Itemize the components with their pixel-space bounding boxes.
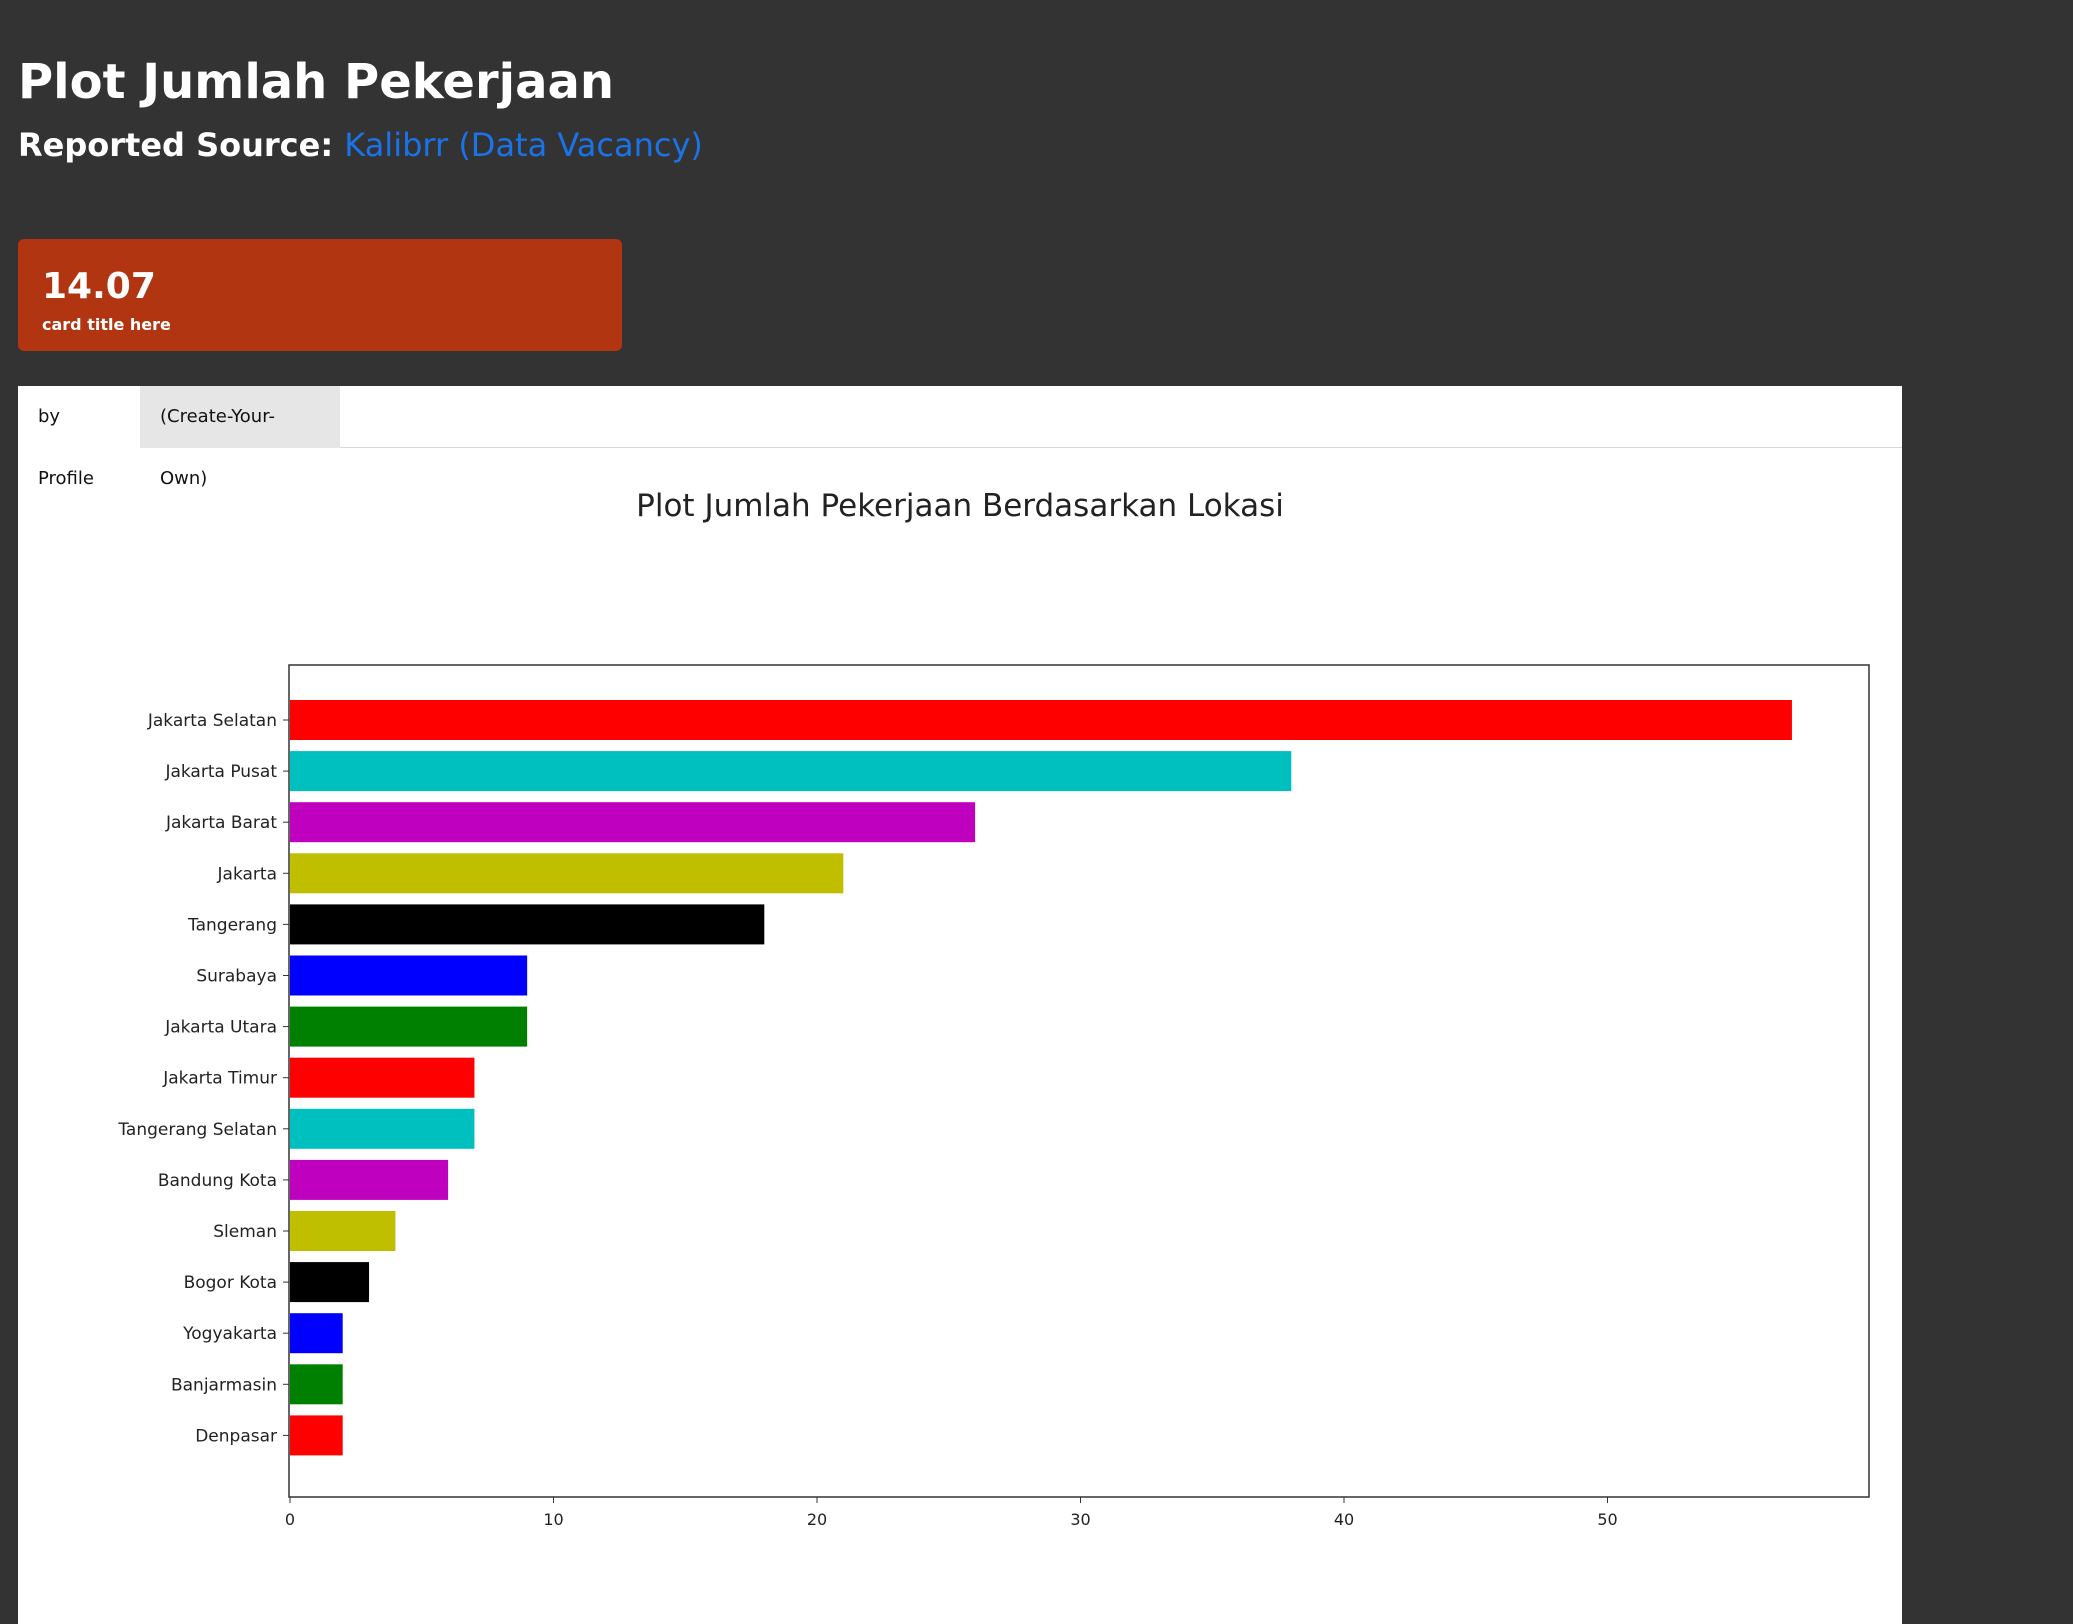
reported-source: Reported Source: Kalibrr (Data Vacancy): [18, 126, 703, 164]
tab-by-profile[interactable]: by Profile: [18, 386, 140, 489]
x-tick-label: 0: [285, 1510, 295, 1529]
category-label-bandung-kota: Bandung Kota: [158, 1171, 277, 1191]
category-labels: Jakarta Selatan Jakarta Pusat Jakarta Bara…: [117, 711, 289, 1446]
bar-tangerang-selatan: [290, 1108, 475, 1149]
bar-banjarmasin: [290, 1364, 343, 1405]
category-label-bogor-kota: Bogor Kota: [184, 1273, 277, 1293]
page-title: Plot Jumlah Pekerjaan: [18, 54, 615, 110]
category-label-jakarta-selatan: Jakarta Selatan: [147, 711, 277, 731]
bar-surabaya: [290, 955, 528, 996]
bar-jakarta-selatan: [290, 700, 1792, 740]
chart-title: Plot Jumlah Pekerjaan Berdasarkan Lokasi: [636, 488, 1284, 524]
category-label-tangerang: Tangerang: [187, 915, 277, 935]
bar-tangerang: [290, 904, 765, 945]
category-label-jakarta-barat: Jakarta Barat: [165, 813, 277, 833]
x-tick-label: 20: [807, 1510, 827, 1529]
category-label-jakarta-timur: Jakarta Timur: [162, 1069, 277, 1089]
stat-label: card title here: [42, 315, 171, 334]
bar-jakarta-timur: [290, 1057, 475, 1098]
tab-create-your-own[interactable]: (Create-Your-Own): [140, 386, 340, 489]
category-label-tangerang-selatan: Tangerang Selatan: [117, 1120, 277, 1140]
source-link[interactable]: Kalibrr (Data Vacancy): [344, 126, 703, 164]
bar-jakarta-barat: [290, 802, 976, 843]
bar-sleman: [290, 1211, 396, 1251]
stat-value: 14.07: [42, 266, 156, 307]
x-tick-label: 40: [1334, 1510, 1354, 1529]
bars: [290, 700, 1792, 1456]
category-label-denpasar: Denpasar: [195, 1426, 277, 1446]
stat-card: 14.07 card title here: [18, 239, 622, 351]
plot-frame: [288, 664, 1870, 1498]
bar-bandung-kota: [290, 1159, 449, 1200]
category-label-banjarmasin: Banjarmasin: [171, 1375, 277, 1395]
bar-bogor-kota: [290, 1262, 370, 1303]
bar-denpasar: [290, 1415, 343, 1456]
chart-panel: by Profile (Create-Your-Own) Plot Jumlah…: [18, 386, 1902, 1624]
tab-bar: by Profile (Create-Your-Own): [18, 386, 1902, 489]
category-label-sleman: Sleman: [213, 1222, 277, 1242]
source-prefix: Reported Source:: [18, 126, 334, 164]
category-label-yogyakarta: Yogyakarta: [182, 1324, 277, 1344]
bar-yogyakarta: [290, 1313, 343, 1354]
category-label-jakarta-utara: Jakarta Utara: [164, 1018, 277, 1038]
category-label-surabaya: Surabaya: [196, 967, 277, 987]
x-tick-label: 10: [543, 1510, 563, 1529]
bar-jakarta-utara: [290, 1006, 528, 1047]
x-tick-label: 30: [1070, 1510, 1090, 1529]
bar-jakarta-pusat: [290, 751, 1292, 792]
category-label-jakarta-pusat: Jakarta Pusat: [164, 762, 277, 782]
bar-jakarta: [290, 853, 844, 894]
x-axis-ticks: 0 10 20 30 40 50: [285, 1497, 1618, 1529]
bar-chart: Plot Jumlah Pekerjaan Berdasarkan Lokasi…: [117, 488, 1870, 1529]
x-tick-label: 50: [1597, 1510, 1617, 1529]
category-label-jakarta: Jakarta: [217, 864, 277, 884]
